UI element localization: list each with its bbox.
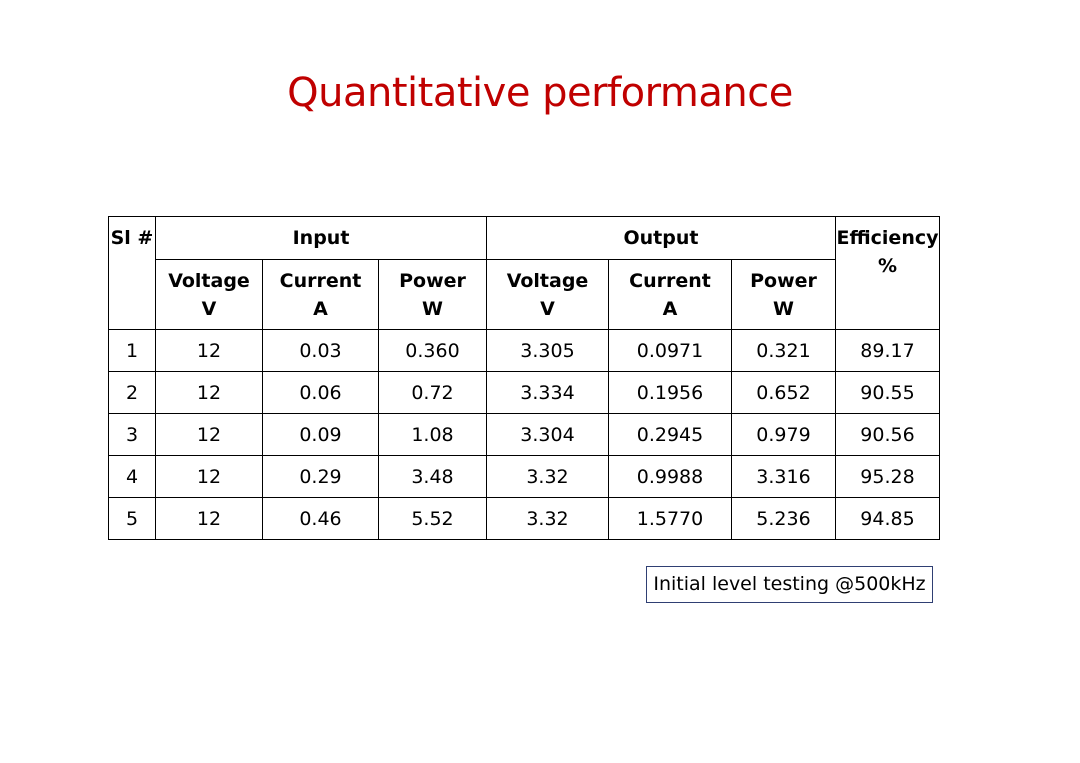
table-row: 4 12 0.29 3.48 3.32 0.9988 3.316 95.28 <box>108 455 940 498</box>
cell-input-current: 0.03 <box>262 329 379 372</box>
cell-input-current: 0.46 <box>262 497 379 540</box>
header-name: Voltage <box>506 269 589 292</box>
cell-sl: 3 <box>108 413 156 456</box>
cell-input-current: 0.06 <box>262 371 379 414</box>
cell-input-power: 0.360 <box>378 329 487 372</box>
header-name: Voltage <box>168 269 250 292</box>
cell-input-power: 3.48 <box>378 455 487 498</box>
header-unit: V <box>201 297 217 320</box>
cell-input-power: 1.08 <box>378 413 487 456</box>
cell-output-voltage: 3.304 <box>486 413 609 456</box>
header-name: Power <box>750 269 817 292</box>
cell-input-current: 0.29 <box>262 455 379 498</box>
cell-output-voltage: 3.32 <box>486 497 609 540</box>
cell-output-power: 0.321 <box>731 329 836 372</box>
cell-output-current: 0.2945 <box>608 413 732 456</box>
input-group-header: Input <box>155 216 487 260</box>
cell-input-power: 5.52 <box>378 497 487 540</box>
cell-output-current: 1.5770 <box>608 497 732 540</box>
cell-output-power: 0.979 <box>731 413 836 456</box>
cell-output-voltage: 3.32 <box>486 455 609 498</box>
output-current-header: Current A <box>608 259 732 330</box>
output-voltage-header: Voltage V <box>486 259 609 330</box>
test-condition-note: Initial level testing @500kHz <box>646 566 933 603</box>
cell-input-voltage: 12 <box>155 329 263 372</box>
cell-output-current: 0.9988 <box>608 455 732 498</box>
performance-table: Sl # Input Output Efficiency % Voltage V… <box>108 216 940 540</box>
page-title: Quantitative performance <box>287 70 793 116</box>
table-row: 1 12 0.03 0.360 3.305 0.0971 0.321 89.17 <box>108 329 940 372</box>
cell-output-current: 0.1956 <box>608 371 732 414</box>
cell-efficiency: 94.85 <box>835 497 940 540</box>
table-row: 5 12 0.46 5.52 3.32 1.5770 5.236 94.85 <box>108 497 940 540</box>
cell-input-voltage: 12 <box>155 371 263 414</box>
cell-efficiency: 89.17 <box>835 329 940 372</box>
cell-output-voltage: 3.305 <box>486 329 609 372</box>
cell-input-voltage: 12 <box>155 455 263 498</box>
header-unit: W <box>773 297 794 320</box>
header-unit: A <box>313 297 328 320</box>
input-power-header: Power W <box>378 259 487 330</box>
cell-output-power: 5.236 <box>731 497 836 540</box>
header-unit: W <box>422 297 443 320</box>
cell-output-power: 0.652 <box>731 371 836 414</box>
cell-sl: 5 <box>108 497 156 540</box>
cell-efficiency: 90.55 <box>835 371 940 414</box>
table-row: 2 12 0.06 0.72 3.334 0.1956 0.652 90.55 <box>108 371 940 414</box>
header-unit: V <box>540 297 555 320</box>
cell-output-voltage: 3.334 <box>486 371 609 414</box>
efficiency-header-unit: % <box>877 255 898 277</box>
header-name: Power <box>399 269 466 292</box>
input-current-header: Current A <box>262 259 379 330</box>
table-row: 3 12 0.09 1.08 3.304 0.2945 0.979 90.56 <box>108 413 940 456</box>
sl-header: Sl # <box>108 216 156 330</box>
efficiency-header-name: Efficiency <box>836 227 939 249</box>
output-power-header: Power W <box>731 259 836 330</box>
cell-input-power: 0.72 <box>378 371 487 414</box>
cell-output-current: 0.0971 <box>608 329 732 372</box>
input-voltage-header: Voltage V <box>155 259 263 330</box>
cell-sl: 4 <box>108 455 156 498</box>
cell-input-voltage: 12 <box>155 413 263 456</box>
cell-efficiency: 95.28 <box>835 455 940 498</box>
cell-efficiency: 90.56 <box>835 413 940 456</box>
header-unit: A <box>662 297 678 320</box>
header-name: Current <box>279 269 362 292</box>
cell-sl: 2 <box>108 371 156 414</box>
cell-sl: 1 <box>108 329 156 372</box>
cell-output-power: 3.316 <box>731 455 836 498</box>
efficiency-header: Efficiency % <box>835 216 940 330</box>
cell-input-voltage: 12 <box>155 497 263 540</box>
header-name: Current <box>629 269 711 292</box>
cell-input-current: 0.09 <box>262 413 379 456</box>
output-group-header: Output <box>486 216 836 260</box>
